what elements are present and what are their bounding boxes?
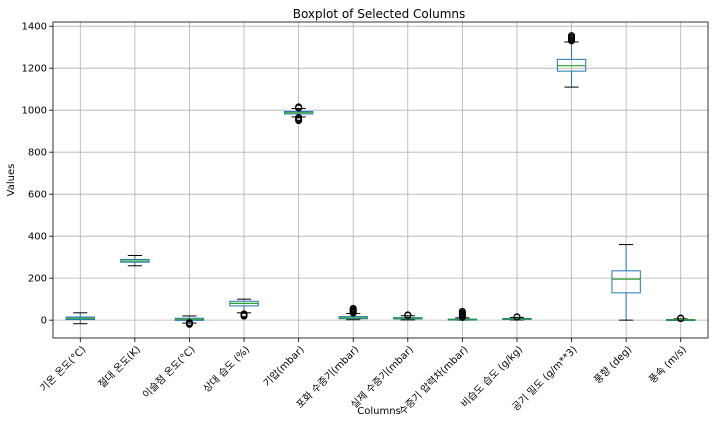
x-tick-label: 절대 온도(K) — [95, 343, 143, 391]
flier-point — [240, 312, 248, 320]
box-group — [666, 314, 696, 323]
x-tick-label: 기압(mbar) — [260, 343, 306, 389]
box-group — [611, 244, 641, 321]
box-group — [174, 315, 205, 328]
flier-point — [349, 304, 357, 312]
y-tick-label: 0 — [41, 316, 47, 327]
flier-point — [185, 320, 193, 328]
box-iqr — [611, 270, 641, 294]
x-tick-label: 풍속 (m/s) — [647, 344, 689, 386]
x-tick-label: 이슬점 온도(°C) — [140, 344, 197, 401]
x-axis-label: Columns — [357, 406, 401, 417]
flier-point — [404, 311, 412, 319]
flier-point — [458, 307, 466, 315]
boxes-layer — [65, 32, 696, 328]
box-group — [393, 311, 423, 321]
y-tick-label: 1000 — [22, 106, 47, 117]
flier-point — [295, 103, 303, 111]
x-tick-label: 기온 온도(°C) — [38, 344, 89, 395]
y-tick-label: 400 — [28, 232, 47, 243]
grid-layer — [53, 22, 708, 338]
flier-point — [513, 313, 521, 321]
y-tick-label: 1400 — [22, 22, 47, 33]
flier-point — [677, 314, 685, 322]
y-axis-label: Values — [6, 164, 17, 197]
box-group — [283, 103, 314, 125]
box-group — [120, 254, 150, 267]
flier-point — [568, 32, 576, 40]
box-group — [447, 307, 478, 321]
x-tick-label: 상대 습도 (%) — [201, 344, 252, 395]
chart-title: Boxplot of Selected Columns — [293, 7, 466, 21]
plot-frame — [52, 21, 709, 339]
box-group — [338, 304, 368, 321]
flier-point — [295, 117, 303, 125]
box-group — [65, 312, 95, 325]
y-axis: 0 200 400 600 800 1000 1200 1400 — [22, 22, 53, 327]
y-tick-label: 800 — [28, 148, 47, 159]
box-group — [556, 32, 587, 88]
box-group — [229, 298, 259, 320]
y-tick-label: 1200 — [22, 64, 47, 75]
y-tick-label: 600 — [28, 190, 47, 201]
box-group — [502, 313, 532, 321]
y-tick-label: 200 — [28, 274, 47, 285]
x-tick-label: 풍향 (deg) — [592, 344, 635, 387]
